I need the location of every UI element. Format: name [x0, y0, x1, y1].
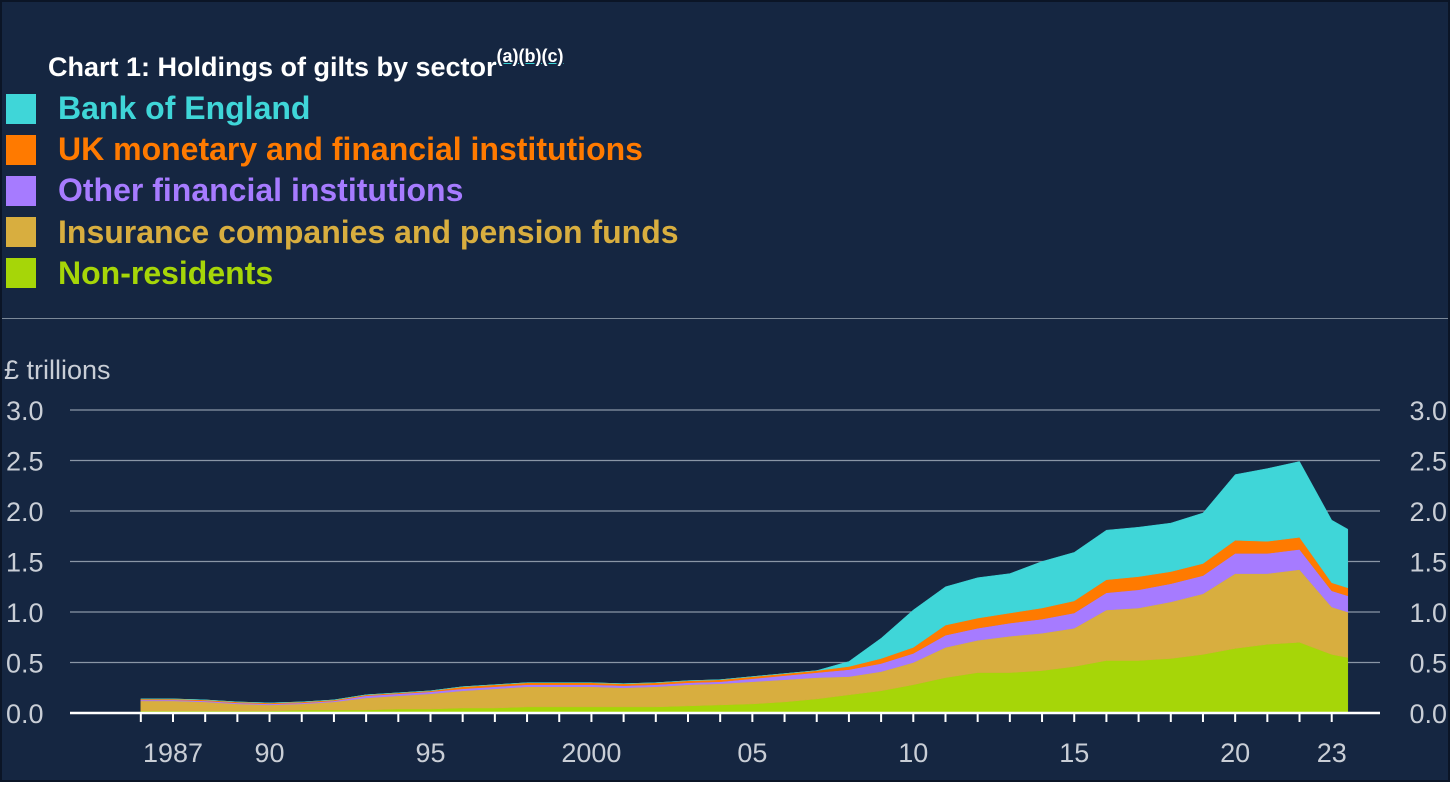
legend-label: Bank of England: [58, 90, 311, 127]
legend-item: Non-residents: [6, 253, 679, 294]
legend-label: Non-residents: [58, 254, 274, 291]
legend-item: Insurance companies and pension funds: [6, 212, 679, 253]
y-tick-label-left: 1.5: [6, 548, 44, 578]
x-tick-label: 10: [898, 738, 928, 768]
y-tick-label-left: 2.5: [6, 447, 44, 477]
legend-swatch: [6, 217, 36, 248]
legend-swatch: [6, 175, 36, 206]
legend-item: UK monetary and financial institutions: [6, 129, 679, 170]
y-tick-label-left: 3.0: [6, 396, 44, 426]
footnote-link-a[interactable]: (a): [496, 46, 519, 66]
divider-line: [2, 318, 1448, 319]
y-tick-label-right: 2.5: [1409, 447, 1447, 477]
chart-title-notes: (a)(b)(c): [497, 46, 564, 66]
x-tick-label: 95: [415, 738, 445, 768]
area-bank-of-england: [140, 461, 1349, 704]
chart-legend: Bank of England UK monetary and financial…: [6, 88, 679, 294]
legend-item: Other financial institutions: [6, 170, 679, 211]
x-tick-label: 05: [737, 738, 767, 768]
y-units-label: £ trillions: [4, 355, 111, 385]
chart-title: Chart 1: Holdings of gilts by sector(a)(…: [48, 46, 564, 83]
y-tick-label-right: 1.0: [1409, 598, 1447, 628]
area-series: [140, 461, 1349, 714]
x-tick-label: 2000: [561, 738, 621, 768]
y-tick-label-right: 2.0: [1409, 497, 1447, 527]
legend-label: UK monetary and financial institutions: [58, 131, 643, 168]
x-tick-label: 23: [1317, 738, 1347, 768]
y-tick-label-right: 3.0: [1409, 396, 1447, 426]
x-tick-label: 15: [1059, 738, 1089, 768]
y-tick-label-right: 0.5: [1409, 649, 1447, 679]
legend-swatch: [6, 93, 36, 124]
y-tick-label-right: 1.5: [1409, 548, 1447, 578]
x-tick-label: 20: [1220, 738, 1250, 768]
y-tick-label-left: 0.0: [6, 699, 44, 729]
legend-swatch: [6, 258, 36, 289]
x-tick-label: 1987: [143, 738, 203, 768]
y-tick-label-left: 0.5: [6, 649, 44, 679]
footnote-link-c[interactable]: (c): [541, 46, 564, 66]
y-tick-label-left: 2.0: [6, 497, 44, 527]
legend-item: Bank of England: [6, 88, 679, 129]
y-tick-label-right: 0.0: [1409, 699, 1447, 729]
y-tick-label-left: 1.0: [6, 598, 44, 628]
chart-title-text: Chart 1: Holdings of gilts by sector: [48, 52, 497, 82]
axes: 0.0 0.0 0.5 0.5 1.0 1.0 1.5 1.5 2.0 2.0 2.5 2.5 3.0 3…: [4, 355, 1447, 768]
legend-label: Other financial institutions: [58, 172, 464, 209]
legend-label: Insurance companies and pension funds: [58, 213, 679, 250]
footnote-link-b[interactable]: (b): [518, 46, 542, 66]
legend-swatch: [6, 134, 36, 165]
x-tick-label: 90: [255, 738, 285, 768]
